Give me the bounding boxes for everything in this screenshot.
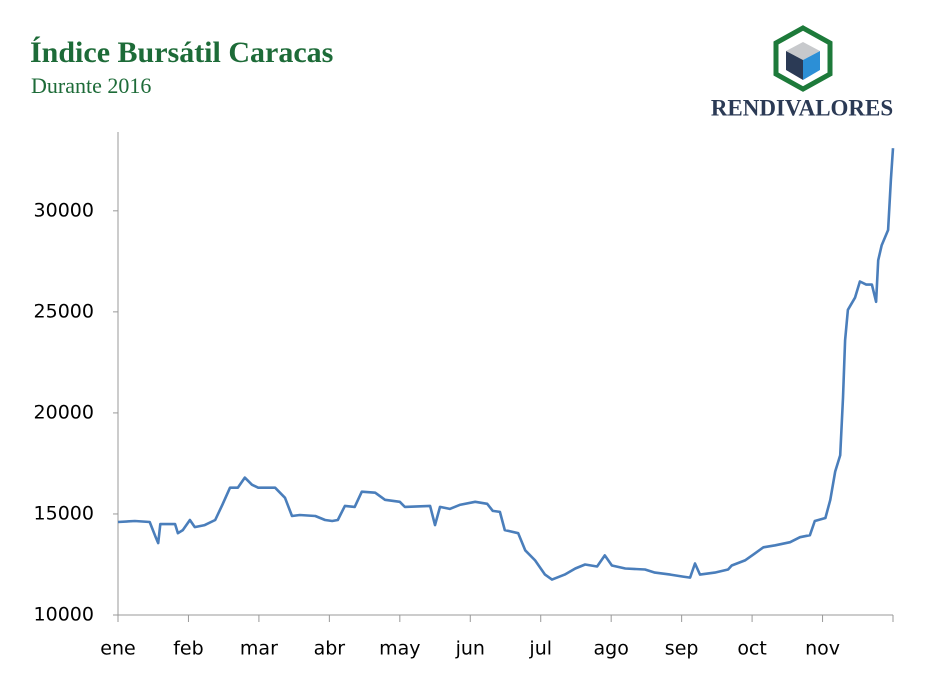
y-tick-label: 30000 <box>34 199 94 221</box>
logo-cube-right <box>803 51 820 80</box>
y-tick-label: 20000 <box>34 401 94 423</box>
x-tick-label: feb <box>173 638 203 660</box>
y-tick-label: 15000 <box>34 502 94 524</box>
x-tick-label: may <box>379 638 420 660</box>
x-tick-label: mar <box>240 638 278 660</box>
x-tick-label: ago <box>594 638 629 660</box>
x-tick-label: ene <box>100 638 135 660</box>
y-tick-label: 10000 <box>34 604 94 626</box>
x-tick-label: abr <box>314 638 346 660</box>
logo: RENDIVALORES <box>711 25 893 120</box>
logo-cube-left <box>786 51 803 80</box>
y-tick-label: 25000 <box>34 300 94 322</box>
x-tick-label: oct <box>737 638 767 660</box>
x-tick-label: sep <box>665 638 699 660</box>
logo-text: RENDIVALORES <box>711 95 893 120</box>
chart-subtitle: Durante 2016 <box>31 73 151 98</box>
x-tick-label: nov <box>805 638 840 660</box>
logo-hexagon <box>773 25 833 92</box>
x-tick-label: jun <box>455 638 485 660</box>
data-line <box>117 148 895 581</box>
x-tick-label: jul <box>528 638 552 660</box>
chart-title: Índice Bursátil Caracas <box>30 36 333 69</box>
